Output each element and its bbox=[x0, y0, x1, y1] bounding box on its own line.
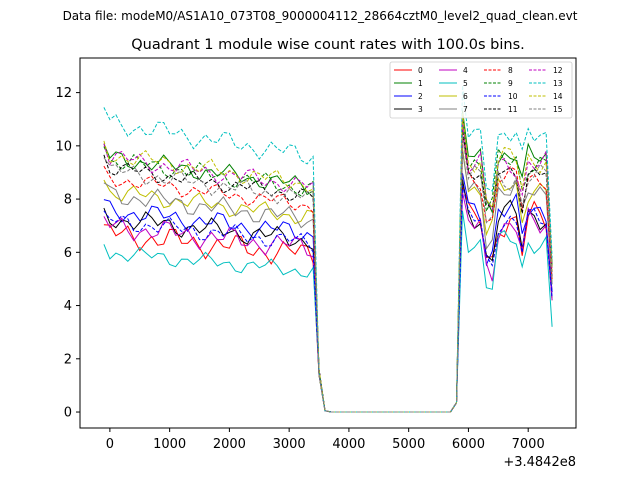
legend-label-0: 0 bbox=[418, 66, 423, 75]
legend-label-13: 13 bbox=[553, 79, 563, 88]
x-tick-label: 4000 bbox=[332, 437, 365, 452]
series-line-13 bbox=[103, 85, 553, 413]
plot-frame bbox=[79, 57, 577, 429]
legend-label-10: 10 bbox=[508, 92, 518, 101]
x-tick-label: 5000 bbox=[392, 437, 425, 452]
legend-frame bbox=[389, 61, 573, 119]
series-line-12 bbox=[103, 119, 553, 413]
x-offset-label: +3.4842e8 bbox=[503, 455, 576, 470]
x-tick-label: 3000 bbox=[273, 437, 306, 452]
y-tick-layer: 0 2 4 6 8 10 12 bbox=[55, 86, 80, 421]
series-layer bbox=[103, 85, 553, 413]
legend-label-2: 2 bbox=[418, 92, 423, 101]
y-tick-label: 12 bbox=[55, 86, 72, 101]
y-tick-label: 2 bbox=[64, 352, 72, 367]
legend-label-9: 9 bbox=[508, 79, 513, 88]
legend-label-12: 12 bbox=[553, 66, 563, 75]
legend-label-6: 6 bbox=[463, 92, 468, 101]
x-tick-label: 6000 bbox=[452, 437, 485, 452]
x-tick-layer: 0 1000 2000 3000 4000 5000 6000 7000 bbox=[106, 428, 545, 452]
legend-label-5: 5 bbox=[463, 79, 468, 88]
figure-suptitle: Data file: modeM0/AS1A10_073T08_90000041… bbox=[63, 9, 578, 23]
x-tick-label: 7000 bbox=[512, 437, 545, 452]
x-tick-label: 2000 bbox=[213, 437, 246, 452]
legend-label-8: 8 bbox=[508, 66, 513, 75]
legend-label-1: 1 bbox=[418, 79, 423, 88]
series-line-11 bbox=[103, 129, 553, 413]
y-tick-label: 8 bbox=[64, 193, 72, 208]
series-line-8 bbox=[103, 135, 553, 413]
legend-label-7: 7 bbox=[463, 105, 468, 114]
legend-label-14: 14 bbox=[553, 92, 563, 101]
legend-label-15: 15 bbox=[553, 105, 563, 114]
legend-label-3: 3 bbox=[418, 105, 423, 114]
legend-label-11: 11 bbox=[508, 105, 518, 114]
x-tick-label: 1000 bbox=[153, 437, 186, 452]
chart-title: Quadrant 1 module wise count rates with … bbox=[131, 37, 525, 53]
series-line-15 bbox=[103, 135, 553, 413]
y-tick-label: 0 bbox=[64, 406, 72, 421]
x-tick-label: 0 bbox=[106, 437, 114, 452]
legend-label-4: 4 bbox=[463, 66, 468, 75]
y-tick-label: 6 bbox=[64, 246, 72, 261]
y-tick-label: 4 bbox=[64, 299, 72, 314]
y-tick-label: 10 bbox=[55, 139, 72, 154]
